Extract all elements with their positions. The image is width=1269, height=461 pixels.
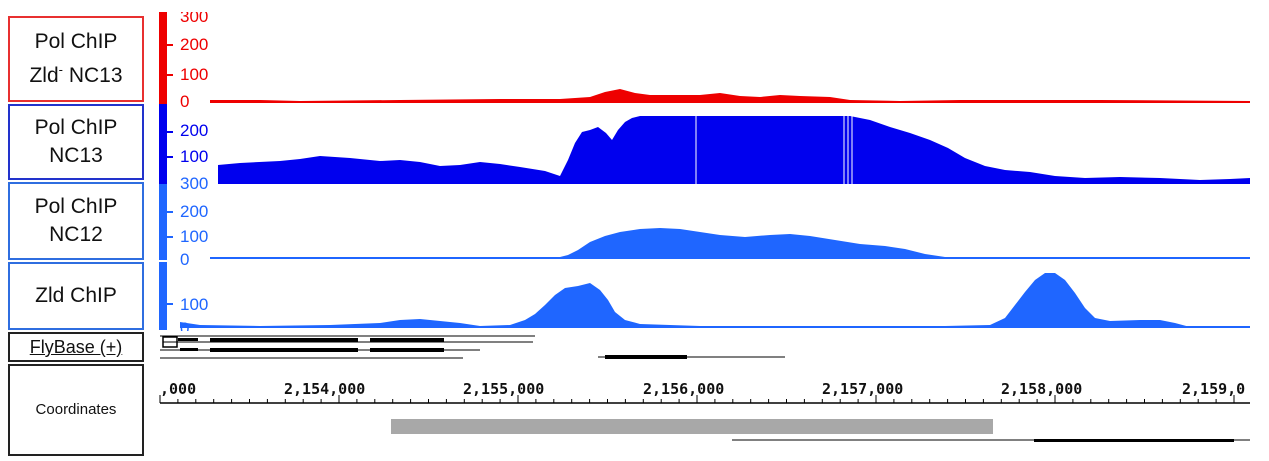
track-label-line1: Pol ChIP [34,30,118,53]
coordinate-label: 2,154,000 [284,380,366,398]
coordinate-label: 2,156,000 [643,380,725,398]
flybase-label: FlyBase (+) [29,337,123,357]
coordinate-label: 2,155,000 [463,380,545,398]
tick-label: 200 [180,202,209,221]
coordinate-label: ,000 [160,380,197,398]
tick-label: 100 [180,65,209,84]
track-label-flybase[interactable]: FlyBase (+) [8,332,144,362]
tick-label: 100 [180,227,209,246]
track-label-pol-zld-nc13[interactable]: Pol ChIP Zld- NC13 [8,16,144,102]
tick-label: 0 [180,92,190,111]
axis-bar-red [159,12,167,104]
axis-bar-lightblue-2 [159,262,167,330]
track-label-line2: Zld- NC13 [29,62,123,87]
coordinate-ruler [159,395,1250,404]
tick-label-bg [167,166,219,184]
tick-mark [167,131,173,133]
signal-track-pol-nc13 [218,116,1250,184]
tick-mark [167,211,173,213]
tick-mark [167,44,173,46]
track-label-pol-nc12[interactable]: Pol ChIP NC12 [8,182,144,260]
tick-label: 100 [180,295,209,314]
tick-mark [167,236,173,238]
coordinate-label: 2,157,000 [822,380,904,398]
tick-label: 200 [180,121,209,140]
track-label-line2: NC12 [49,223,103,246]
coordinate-label: 2,158,000 [1001,380,1083,398]
track-label-zld-chip[interactable]: Zld ChIP [8,262,144,330]
tick-mark [167,74,173,76]
track-label-line1: Pol ChIP [34,195,118,218]
lower-track-feature [1034,439,1234,442]
track-label-coordinates[interactable]: Coordinates [8,364,144,456]
track-label-pol-nc13[interactable]: Pol ChIP NC13 [8,104,144,180]
coordinate-label: 2,159,0 [1182,380,1246,398]
track-label-line1: Zld ChIP [35,284,117,307]
selection-region-bar[interactable] [391,419,993,434]
axis-bar-blue [159,104,167,184]
track-label-line2: NC13 [49,144,103,167]
coordinates-label: Coordinates [35,401,117,418]
flybase-gene-models[interactable] [160,335,785,359]
axis-bar-lightblue [159,184,167,260]
tick-label: 200 [180,35,209,54]
tick-mark [167,156,173,158]
tick-mark [167,303,173,305]
tick-label: 300 [180,174,209,193]
track-label-line1: Pol ChIP [34,116,118,139]
signal-track-pol-nc12 [210,228,1250,259]
signal-track-zld-chip [180,273,1250,328]
tick-label: 300 [180,7,209,26]
tick-label: 0 [180,250,190,269]
signal-track-pol-zld-nc13 [210,89,1250,103]
tick-label: 100 [180,147,209,166]
